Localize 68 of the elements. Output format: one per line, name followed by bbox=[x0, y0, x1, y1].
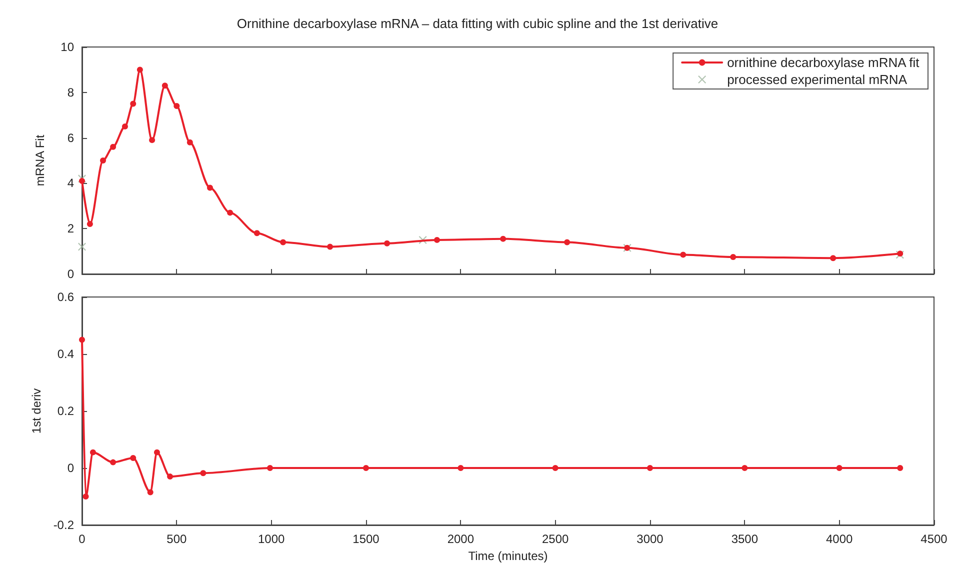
point bbox=[110, 144, 116, 150]
y-tick-label: 0 bbox=[67, 267, 74, 281]
y-tick-label: 0.2 bbox=[57, 404, 74, 418]
point bbox=[100, 158, 106, 164]
point bbox=[147, 489, 154, 496]
point bbox=[458, 465, 464, 471]
point bbox=[327, 244, 334, 250]
point bbox=[82, 494, 89, 500]
point bbox=[830, 255, 836, 262]
point bbox=[897, 465, 904, 471]
point bbox=[363, 465, 369, 471]
point bbox=[836, 465, 842, 471]
x-tick-label: 4500 bbox=[920, 532, 948, 546]
point bbox=[167, 474, 174, 480]
x-tick-label: 0 bbox=[78, 532, 86, 546]
point bbox=[90, 449, 96, 456]
point bbox=[227, 210, 234, 216]
point bbox=[384, 240, 390, 246]
point bbox=[79, 336, 85, 343]
point bbox=[206, 184, 213, 191]
point bbox=[200, 470, 206, 476]
point bbox=[130, 455, 136, 462]
y-tick-label: 8 bbox=[67, 85, 74, 100]
x-tick-label: 3000 bbox=[636, 532, 664, 546]
point bbox=[267, 465, 274, 471]
point bbox=[162, 82, 168, 89]
point bbox=[186, 139, 193, 146]
point bbox=[680, 252, 686, 258]
x-tick-label: 3500 bbox=[731, 532, 758, 546]
point bbox=[742, 465, 748, 471]
y-axis-title: mRNA Fit bbox=[33, 134, 47, 186]
point bbox=[78, 242, 86, 251]
x-tick-label: 4000 bbox=[826, 532, 854, 546]
legend-label: processed experimental mRNA bbox=[727, 72, 908, 87]
x-tick-label: 500 bbox=[166, 532, 187, 546]
point bbox=[86, 221, 93, 228]
y-tick-label: 6 bbox=[67, 130, 74, 145]
point bbox=[122, 123, 128, 130]
x-tick-label: 2000 bbox=[447, 532, 474, 546]
point bbox=[564, 239, 570, 246]
point bbox=[154, 449, 160, 456]
point bbox=[149, 137, 156, 144]
y-tick-label: 0 bbox=[67, 461, 74, 475]
point bbox=[552, 465, 558, 471]
y-axis-title: 1st deriv bbox=[29, 388, 44, 434]
y-tick-label: 0.4 bbox=[57, 347, 74, 361]
point bbox=[254, 230, 260, 236]
y-tick-label: 4 bbox=[67, 176, 74, 190]
point bbox=[136, 66, 143, 73]
x-tick-label: 2500 bbox=[542, 532, 570, 546]
point bbox=[280, 239, 286, 246]
point bbox=[647, 465, 653, 471]
point bbox=[434, 236, 440, 243]
y-tick-label: -0.2 bbox=[53, 518, 74, 532]
point bbox=[110, 459, 116, 466]
point bbox=[79, 178, 85, 184]
legend-label: ornithine decarboxylase mRNA fit bbox=[727, 55, 920, 70]
chart-title: Ornithine decarboxylase mRNA – data fitting with cubic spline and the 1st derivative bbox=[236, 16, 718, 31]
point bbox=[730, 254, 736, 260]
point bbox=[174, 103, 180, 110]
x-axis-title: Time (minutes) bbox=[468, 548, 548, 563]
point bbox=[130, 100, 136, 107]
x-tick-label: 1000 bbox=[258, 532, 286, 546]
x-tick-label: 1500 bbox=[352, 532, 380, 546]
y-tick-label: 0.6 bbox=[57, 290, 74, 304]
y-tick-label: 10 bbox=[60, 40, 74, 54]
y-tick-label: 2 bbox=[67, 222, 74, 236]
point bbox=[500, 236, 506, 242]
